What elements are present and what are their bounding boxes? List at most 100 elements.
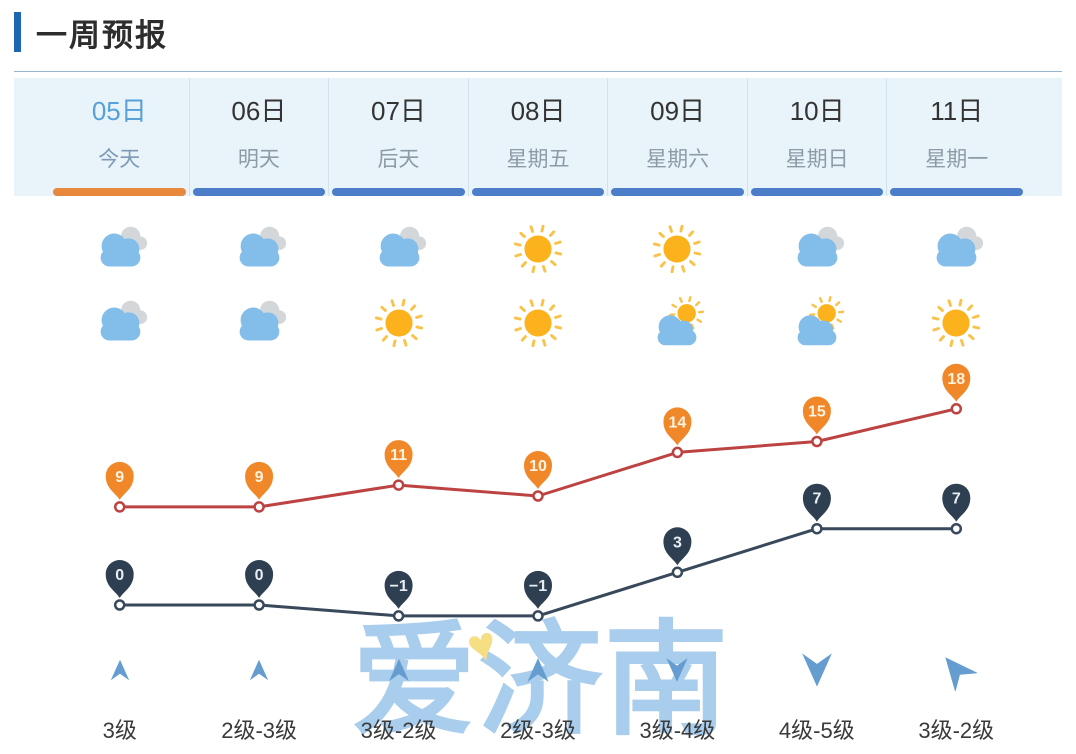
day-tab-05日[interactable]: 05日今天 xyxy=(50,78,189,196)
wind-direction-row xyxy=(50,648,1026,692)
cloudy-icon xyxy=(189,288,328,358)
daytime-weather-icons-row xyxy=(50,214,1026,284)
wind-direction-arrow xyxy=(887,648,1026,692)
wind-level-label: 3级-2级 xyxy=(360,718,437,743)
day-tab-08日[interactable]: 08日星期五 xyxy=(467,78,608,196)
day-date: 05日 xyxy=(91,96,147,126)
pin-shape xyxy=(245,461,274,500)
high-temp-pin: 11 xyxy=(384,440,413,479)
day-underline xyxy=(192,188,326,196)
pin-shape xyxy=(245,560,274,598)
header-divider xyxy=(14,71,1062,72)
temp-value-label: −1 xyxy=(389,578,407,595)
day-tab-07日[interactable]: 07日 后天 xyxy=(328,78,468,196)
day-underline xyxy=(611,188,744,196)
day-date: 09日 xyxy=(650,96,706,126)
high-temp-pin: 15 xyxy=(802,396,831,435)
sunny-icon xyxy=(329,288,468,358)
watermark: 爱济南 ♥ xyxy=(352,616,730,746)
data-point-marker xyxy=(950,403,963,415)
wind-direction-arrow xyxy=(50,648,189,692)
data-point-marker xyxy=(950,522,963,535)
data-point-marker xyxy=(671,566,684,579)
pin-shape xyxy=(384,570,413,609)
low-temp-pin: 0 xyxy=(245,560,274,598)
partly-cloudy-icon xyxy=(608,288,747,358)
low-temp-pin: 0 xyxy=(105,560,134,598)
low-temp-pin: 3 xyxy=(663,527,692,566)
wind-level-label: 3级 xyxy=(102,718,137,743)
wind-direction-arrow xyxy=(329,648,468,692)
temp-value-label: 0 xyxy=(115,567,124,584)
wind-direction-arrow xyxy=(468,648,607,692)
watermark-text: 爱济南 xyxy=(352,612,731,750)
day-tab-06日[interactable]: 06日 明天 xyxy=(188,78,329,196)
low-temp-pin: −1 xyxy=(384,570,413,609)
temp-value-label: 7 xyxy=(952,491,961,508)
day-underline xyxy=(471,188,605,196)
pin-shape xyxy=(384,440,413,479)
pin-shape xyxy=(802,396,831,435)
cloudy-icon xyxy=(887,214,1026,284)
data-point-marker xyxy=(811,522,823,535)
page-title: 一周预报 xyxy=(36,17,168,53)
temp-value-label: 0 xyxy=(255,567,264,584)
day-date: 10日 xyxy=(789,96,845,126)
day-underline xyxy=(750,188,884,196)
pin-shape xyxy=(663,527,692,566)
data-point-marker xyxy=(253,501,265,513)
data-point-marker xyxy=(253,599,265,611)
pin-shape xyxy=(802,483,831,522)
data-point-marker xyxy=(113,599,126,611)
page-header: 一周预报 xyxy=(14,8,168,56)
day-weekday: 星期五 xyxy=(506,148,570,171)
day-weekday: 今天 xyxy=(98,148,141,171)
high-temp-pin: 9 xyxy=(105,461,134,500)
day-weekday: 后天 xyxy=(377,148,420,171)
title-accent-bar xyxy=(14,12,21,52)
data-point-marker xyxy=(671,446,684,459)
day-tab-11日[interactable]: 11日 星期一 xyxy=(886,78,1026,196)
day-weekday: 星期日 xyxy=(785,148,849,171)
low-temp-series: 0 0 −1 −1 3 7 7 xyxy=(105,483,971,622)
day-weekday: 明天 xyxy=(237,148,280,171)
pin-shape xyxy=(105,461,134,500)
pin-shape xyxy=(663,407,692,446)
pin-shape xyxy=(524,570,552,609)
low-temp-pin: 7 xyxy=(802,483,831,522)
wind-direction-arrow xyxy=(747,648,886,692)
data-point-marker xyxy=(392,479,405,491)
wind-level-label: 3级-2级 xyxy=(918,718,995,743)
wind-level-label: 2级-3级 xyxy=(221,718,298,743)
temp-value-label: 11 xyxy=(390,447,407,464)
temp-value-label: 9 xyxy=(255,469,264,486)
sunny-icon xyxy=(468,214,607,284)
temp-value-label: 7 xyxy=(812,491,821,508)
day-underline xyxy=(890,188,1024,196)
day-tabs-row: 05日 今天 06日 明天 07日 后天 08日 星期五 09日 星期六 10日 星期日 11日 星期一 xyxy=(14,78,1062,196)
high-temp-line xyxy=(119,407,957,509)
temp-value-label: −1 xyxy=(529,578,547,595)
sunny-icon xyxy=(887,288,1026,358)
pin-shape xyxy=(524,451,552,489)
day-date: 08日 xyxy=(510,96,566,126)
low-temp-pin: −1 xyxy=(524,570,552,609)
sunny-icon xyxy=(608,214,747,284)
active-day-underline xyxy=(53,188,186,196)
pin-shape xyxy=(105,560,134,598)
wind-level-label: 2级-3级 xyxy=(500,718,576,743)
day-tab-09日[interactable]: 09日星期六 xyxy=(607,78,747,196)
day-tab-10日[interactable]: 10日星期日 xyxy=(746,78,887,196)
day-weekday: 星期一 xyxy=(925,148,989,171)
data-point-marker xyxy=(113,501,126,513)
wind-level-row: 3级 2级-3级 3级-2级 2级-3级 3级-4级 4级-5级 3级-2级 xyxy=(50,712,1026,746)
high-temp-pin: 10 xyxy=(524,451,552,489)
high-temp-pin: 9 xyxy=(245,461,274,500)
cloudy-icon xyxy=(50,214,189,284)
wind-level-label: 4级-5级 xyxy=(778,718,855,743)
cloudy-icon xyxy=(329,214,468,284)
cloudy-icon xyxy=(189,214,328,284)
day-weekday: 星期六 xyxy=(646,148,710,171)
temp-value-label: 10 xyxy=(529,458,547,475)
